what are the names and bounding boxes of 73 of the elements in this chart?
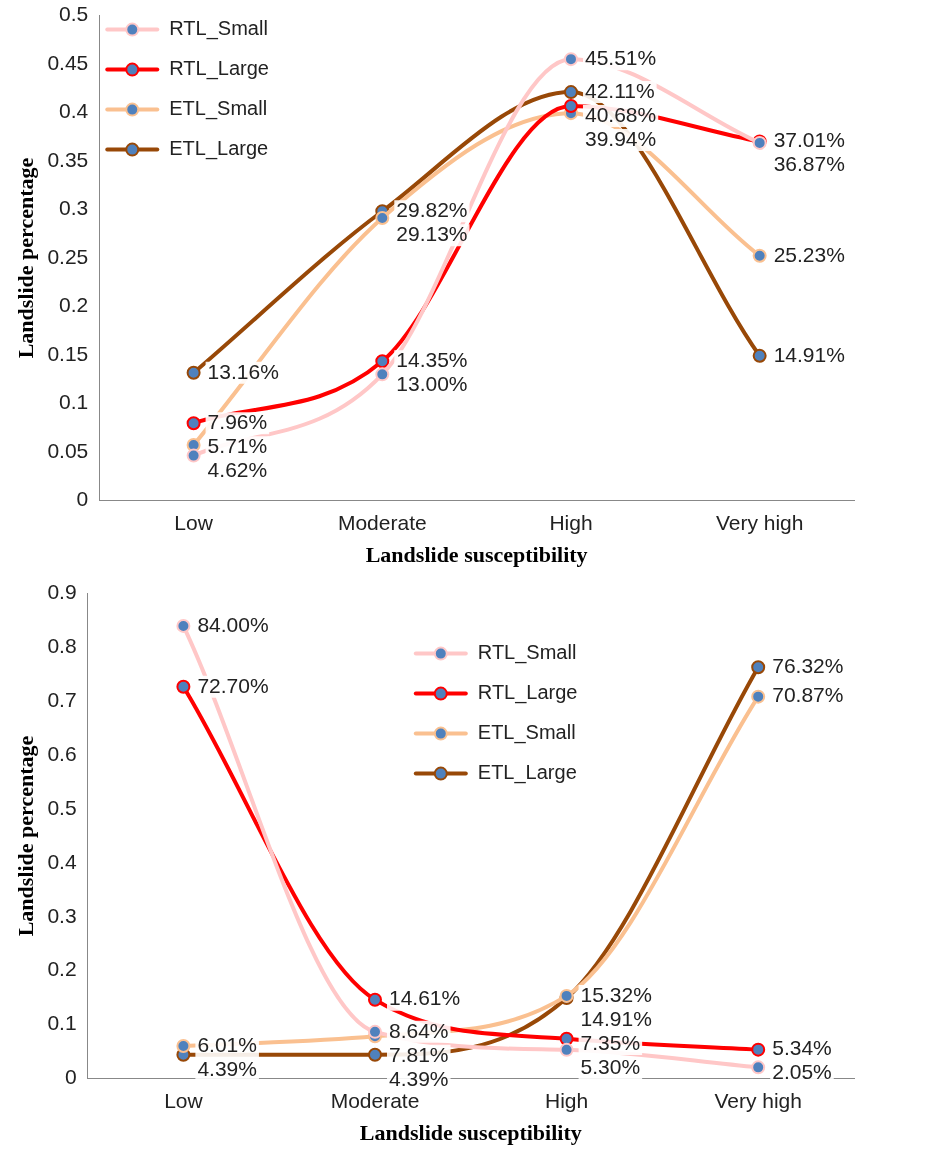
legend-label: ETL_Small: [477, 721, 576, 745]
data-label: 72.70%: [197, 673, 269, 697]
data-label: 13.00%: [396, 372, 468, 396]
data-label: 5.34%: [772, 1036, 832, 1060]
y-tick-label: 0.25: [47, 244, 89, 268]
data-label: 15.32%: [580, 982, 652, 1006]
data-label: 29.82%: [396, 198, 468, 222]
y-tick-label: 0: [64, 1065, 77, 1089]
y-tick-label: 0.3: [47, 903, 77, 927]
y-tick-label: 0.7: [47, 688, 77, 712]
data-label: 76.32%: [772, 654, 844, 678]
legend-label: RTL_Large: [169, 57, 269, 81]
y-tick-label: 0.05: [47, 438, 89, 462]
data-label: 25.23%: [773, 242, 845, 266]
data-label: 6.01%: [197, 1032, 257, 1056]
x-axis-title: Landslide susceptibility: [365, 542, 588, 568]
y-tick-label: 0.4: [59, 99, 89, 123]
data-label: 45.51%: [584, 45, 657, 69]
data-label: 8.64%: [389, 1018, 449, 1042]
x-tick-label: High: [549, 510, 593, 534]
legend-label: ETL_Small: [169, 97, 268, 121]
legend-label: RTL_Small: [169, 17, 268, 41]
data-label: 14.61%: [389, 986, 461, 1010]
data-label: 4.39%: [197, 1056, 257, 1080]
data-label: 36.87%: [773, 152, 845, 176]
data-label: 7.81%: [389, 1042, 449, 1066]
x-tick-label: Low: [164, 1088, 204, 1112]
x-tick-label: Very high: [715, 510, 804, 534]
y-tick-label: 0: [76, 487, 89, 511]
y-tick-label: 0.5: [59, 2, 89, 26]
y-tick-label: 0.4: [47, 849, 77, 873]
y-tick-label: 0.2: [59, 293, 89, 317]
y-tick-label: 0.35: [47, 147, 89, 171]
x-tick-label: Very high: [714, 1088, 802, 1112]
y-axis-title: Landslide percentage: [12, 157, 38, 359]
data-label: 5.71%: [207, 434, 268, 458]
data-label: 4.62%: [207, 458, 268, 482]
y-tick-label: 0.5: [47, 795, 77, 819]
x-tick-label: Low: [174, 510, 214, 534]
legend-label: ETL_Large: [169, 137, 269, 161]
data-label: 70.87%: [772, 683, 844, 707]
data-label: 42.11%: [584, 78, 655, 102]
y-tick-label: 0.6: [47, 742, 77, 765]
data-label: 13.16%: [207, 359, 279, 383]
data-label: 40.68%: [584, 102, 657, 126]
y-axis-title: Landslide percentage: [12, 735, 38, 937]
data-label: 39.94%: [584, 126, 657, 150]
x-axis-title: Landslide susceptibility: [359, 1120, 582, 1146]
legend-label: RTL_Large: [477, 681, 578, 705]
data-label: 7.96%: [207, 410, 268, 434]
data-label: 84.00%: [197, 612, 269, 636]
data-label: 5.30%: [580, 1054, 641, 1078]
data-label: 14.35%: [396, 348, 468, 372]
data-label: 4.39%: [389, 1066, 449, 1090]
data-label: 7.35%: [580, 1030, 641, 1054]
x-tick-label: Moderate: [330, 1088, 420, 1112]
y-tick-label: 0.8: [47, 634, 77, 658]
y-tick-label: 0.3: [59, 196, 89, 220]
y-tick-label: 0.1: [59, 390, 89, 414]
legend-label: RTL_Small: [477, 641, 577, 665]
y-tick-label: 0.2: [47, 957, 77, 981]
legend-label: ETL_Large: [477, 761, 577, 785]
x-tick-label: Moderate: [337, 510, 427, 534]
y-tick-label: 0.1: [47, 1011, 77, 1035]
data-label: 37.01%: [773, 128, 845, 152]
y-tick-label: 0.15: [47, 341, 89, 365]
data-label: 29.13%: [396, 222, 468, 246]
x-tick-label: High: [545, 1088, 589, 1112]
data-label: 14.91%: [580, 1006, 652, 1030]
y-tick-label: 0.9: [47, 580, 77, 604]
y-tick-label: 0.45: [47, 50, 89, 74]
data-label: 2.05%: [772, 1060, 832, 1084]
data-label: 14.91%: [773, 342, 845, 366]
